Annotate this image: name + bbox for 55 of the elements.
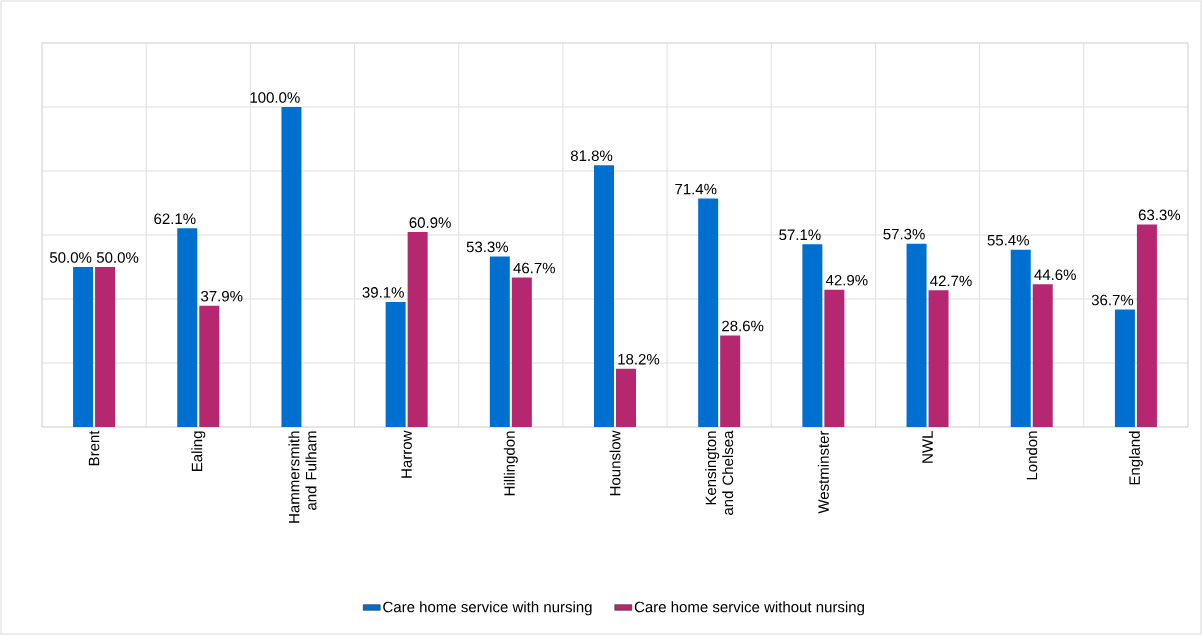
x-tick-label: Ealing xyxy=(191,431,206,472)
data-label: 28.6% xyxy=(722,320,764,332)
x-tick-label: Harrow xyxy=(401,430,412,478)
bar xyxy=(281,107,302,427)
bar xyxy=(385,301,406,427)
data-label: 63.3% xyxy=(1138,209,1181,221)
bar xyxy=(1136,224,1157,427)
bar xyxy=(407,232,428,427)
data-label: 81.8% xyxy=(570,150,613,162)
bar xyxy=(720,335,741,427)
bar xyxy=(511,277,532,427)
data-label: 60.9% xyxy=(409,217,451,228)
data-label: 62.1% xyxy=(154,213,196,225)
data-label: 53.3% xyxy=(466,241,509,253)
x-tick-label: Hillingdon xyxy=(503,431,518,496)
x-tick-label: NWL xyxy=(922,431,933,463)
data-label: 46.7% xyxy=(513,262,556,274)
bar xyxy=(489,256,510,427)
data-label: 57.1% xyxy=(779,229,821,241)
data-label: 18.2% xyxy=(618,353,660,365)
bar xyxy=(928,290,949,427)
bar xyxy=(199,305,220,427)
bar xyxy=(824,289,845,427)
x-tick-label: Kensington and Chelsea xyxy=(705,430,734,515)
legend-label: Care home service with nursing xyxy=(383,601,592,616)
x-tick-label: Hounslow xyxy=(609,430,621,496)
data-label: 42.9% xyxy=(825,274,868,286)
bar xyxy=(1010,249,1031,427)
data-label: 50.0% xyxy=(49,252,92,263)
legend-label: Care home service without nursing xyxy=(634,601,864,616)
x-tick-label: Westminster xyxy=(817,430,829,514)
bar xyxy=(906,243,927,427)
bar xyxy=(177,228,198,427)
x-tick-label: London xyxy=(1026,431,1038,480)
data-label: 71.4% xyxy=(675,183,717,195)
data-label: 44.6% xyxy=(1034,269,1076,281)
bar xyxy=(802,244,823,427)
data-label: 39.1% xyxy=(362,287,404,298)
bar xyxy=(95,267,116,427)
data-label: 100.0% xyxy=(250,92,300,103)
x-tick-label: Brent xyxy=(88,430,100,466)
x-tick-label: England xyxy=(1128,431,1143,485)
data-label: 37.9% xyxy=(201,290,243,302)
data-label: 36.7% xyxy=(1091,294,1134,306)
bar xyxy=(616,368,636,427)
x-tick-label: Hammersmith and Fulham xyxy=(288,431,317,523)
bar xyxy=(1114,309,1135,427)
data-label: 42.7% xyxy=(930,275,972,287)
bar xyxy=(73,267,94,427)
data-label: 50.0% xyxy=(96,252,139,263)
bar xyxy=(698,198,719,427)
bar xyxy=(594,165,614,427)
data-label: 57.3% xyxy=(883,228,925,240)
bar xyxy=(1032,284,1053,427)
data-label: 55.4% xyxy=(987,234,1029,246)
